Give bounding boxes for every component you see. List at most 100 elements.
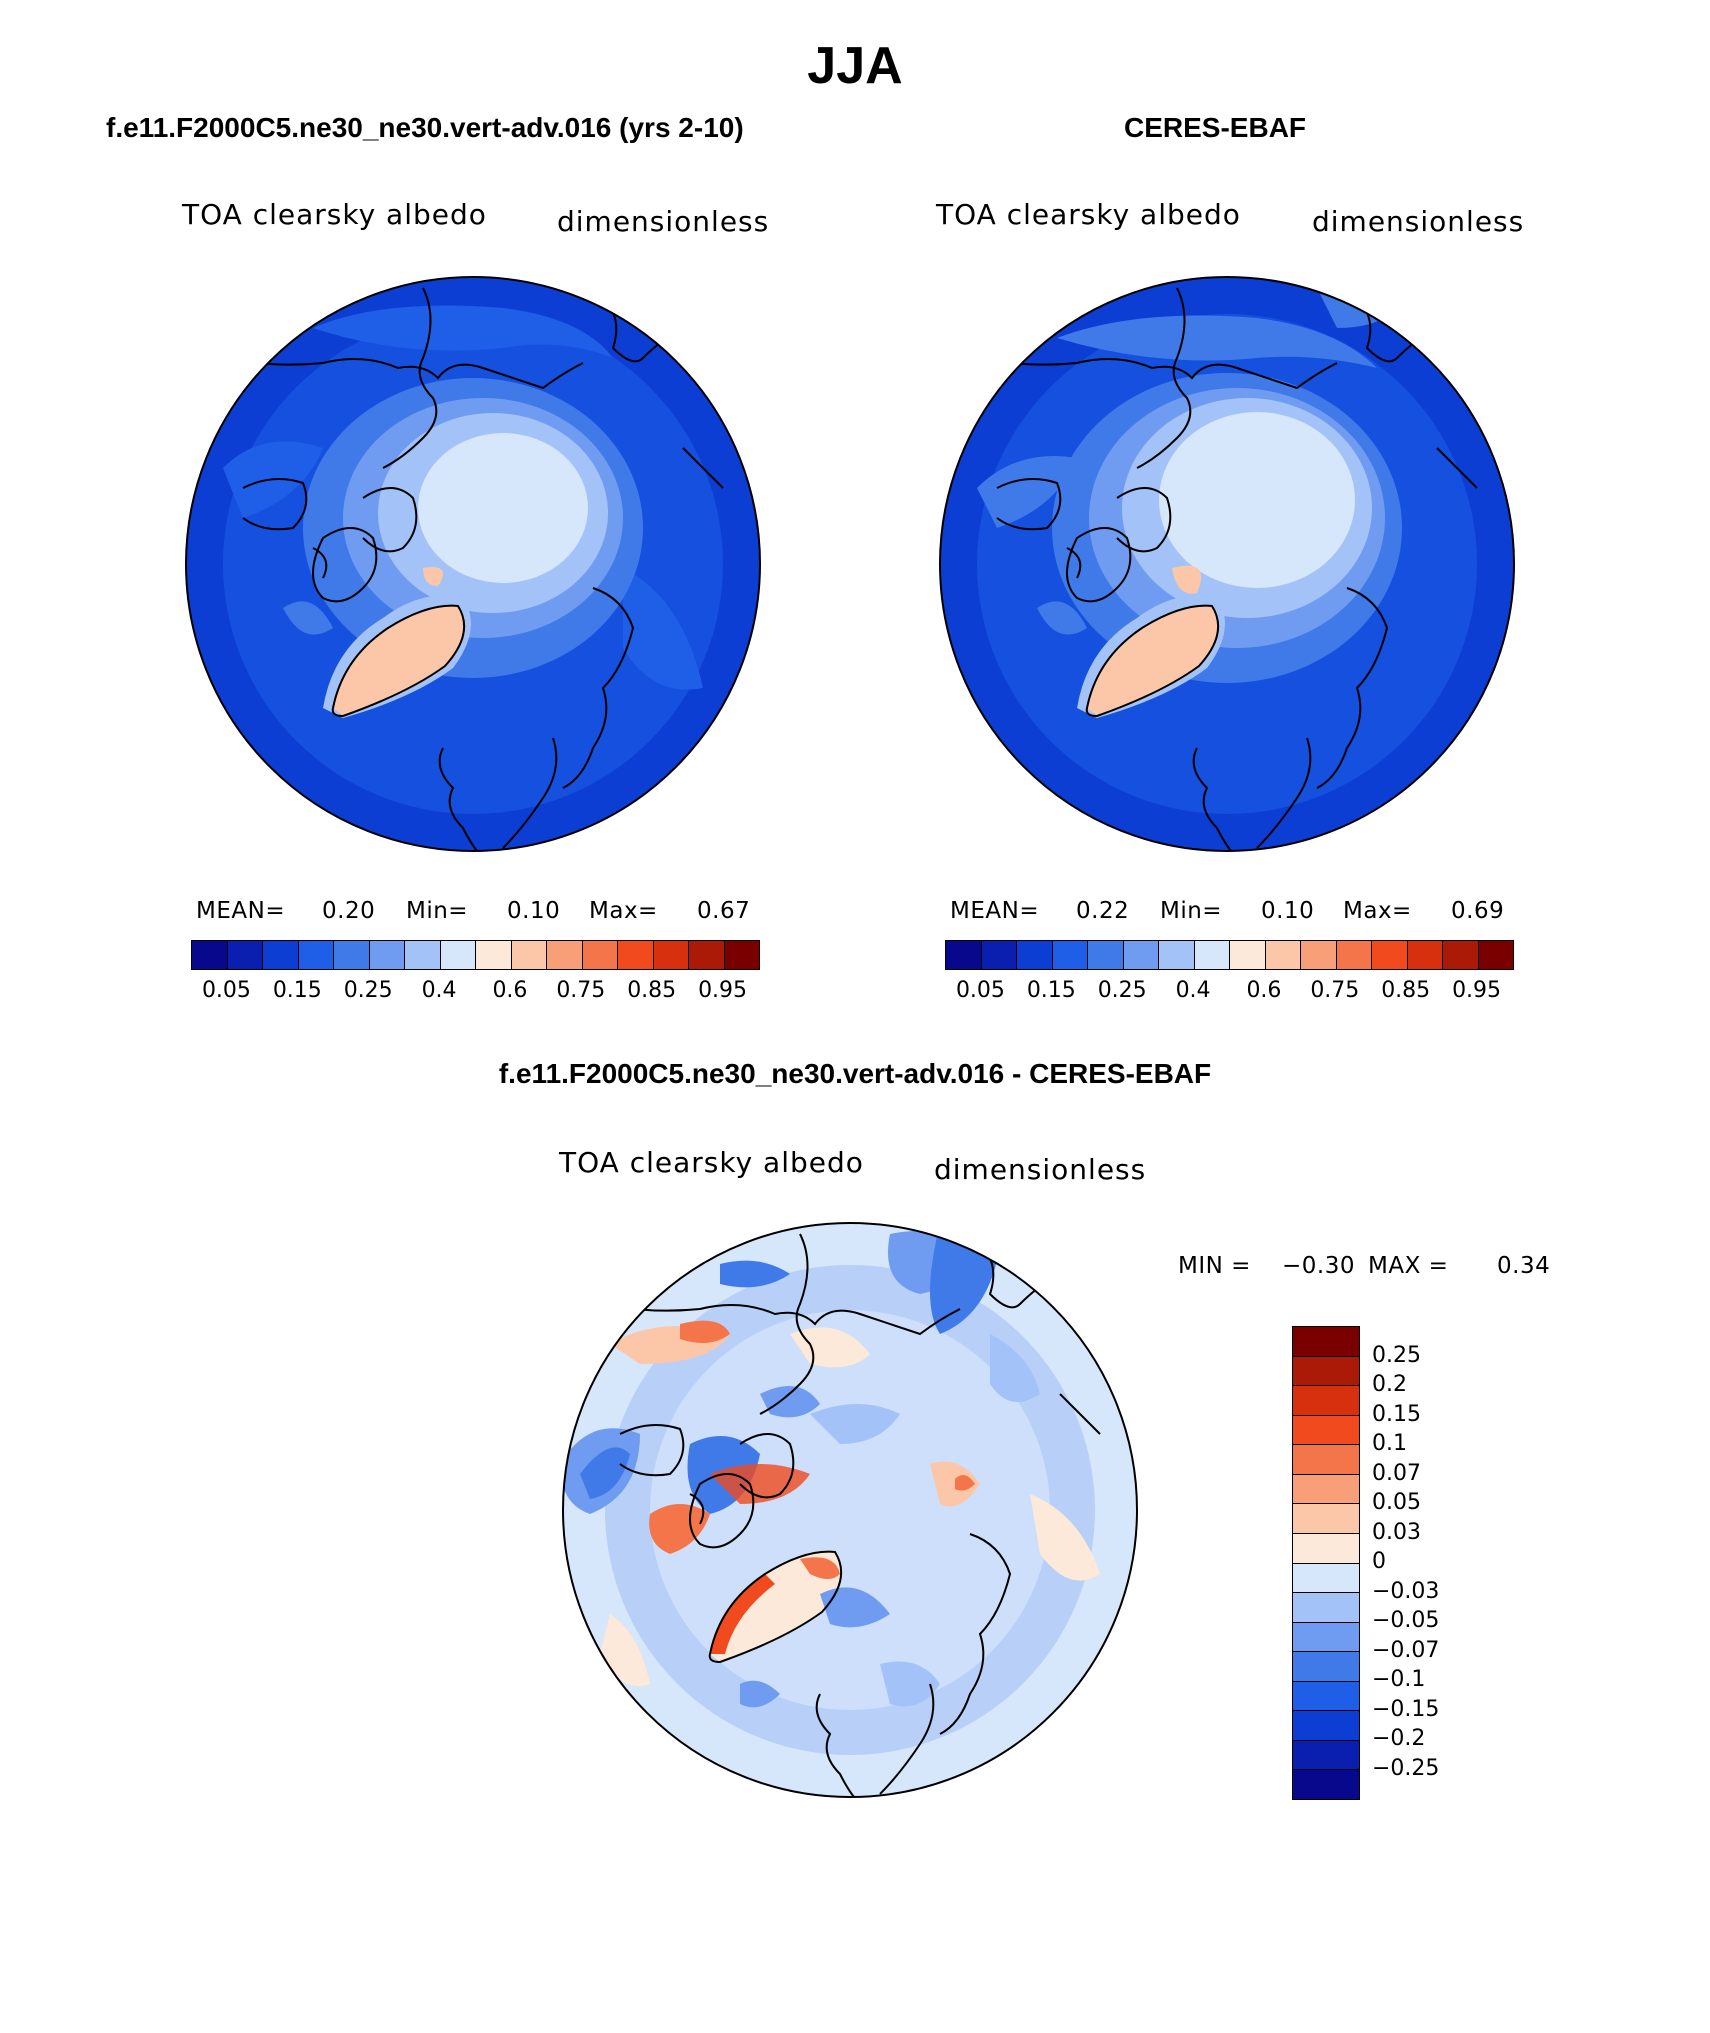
model-max-label: Max= — [589, 898, 658, 924]
obs-colorbar — [945, 940, 1514, 970]
model-colorbar-box — [724, 941, 759, 969]
diff-colorbar-box — [1293, 1711, 1359, 1741]
diff-min-label: MIN = — [1178, 1253, 1251, 1279]
diff-colorbar-tick-label: −0.07 — [1372, 1637, 1440, 1663]
diff-colorbar-box — [1293, 1386, 1359, 1416]
diff-colorbar-tick-label: −0.05 — [1372, 1608, 1440, 1633]
obs-colorbar-tick-label: 0.25 — [1097, 978, 1147, 1003]
diff-colorbar-tick-label: 0.1 — [1372, 1431, 1407, 1456]
obs-min-value: 0.10 — [1261, 898, 1315, 924]
diff-min-value: −0.30 — [1282, 1253, 1355, 1279]
obs-colorbar-tick-label: 0.75 — [1310, 978, 1360, 1003]
obs-units-label: dimensionless — [1312, 205, 1525, 238]
model-min-label: Min= — [406, 898, 469, 924]
model-mean-label: MEAN= — [196, 898, 286, 924]
model-colorbar-box — [227, 941, 263, 969]
model-colorbar — [191, 940, 760, 970]
diff-colorbar-tick-label: −0.2 — [1372, 1726, 1426, 1751]
obs-colorbar-box — [1052, 941, 1088, 969]
diff-colorbar-box — [1293, 1622, 1359, 1653]
obs-max-value: 0.69 — [1451, 898, 1505, 924]
diff-max-label: MAX = — [1368, 1253, 1449, 1279]
obs-colorbar-box — [1088, 941, 1124, 969]
diff-colorbar-tick-label: 0.05 — [1372, 1490, 1421, 1515]
obs-colorbar-box — [1230, 941, 1266, 969]
diff-colorbar-box — [1293, 1474, 1359, 1505]
model-polar-map — [185, 276, 761, 852]
model-colorbar-tick-label: 0.25 — [343, 978, 393, 1003]
diff-colorbar-tick-label: 0 — [1372, 1549, 1386, 1574]
model-colorbar-box — [334, 941, 370, 969]
obs-colorbar-tick-label: 0.95 — [1452, 978, 1502, 1003]
obs-colorbar-box — [1372, 941, 1408, 969]
diff-colorbar-box — [1293, 1652, 1359, 1682]
diff-colorbar-tick-label: −0.1 — [1372, 1667, 1426, 1692]
obs-colorbar-box — [1478, 941, 1513, 969]
obs-max-label: Max= — [1343, 898, 1412, 924]
model-max-value: 0.67 — [697, 898, 751, 924]
obs-colorbar-box — [1407, 941, 1443, 969]
obs-mean-value: 0.22 — [1076, 898, 1130, 924]
diff-variable-label: TOA clearsky albedo — [559, 1146, 864, 1179]
diff-colorbar-box — [1293, 1681, 1359, 1712]
obs-colorbar-tick-label: 0.05 — [955, 978, 1005, 1003]
diff-colorbar-tick-label: −0.25 — [1372, 1755, 1440, 1781]
diff-colorbar-box — [1293, 1593, 1359, 1623]
diff-colorbar-box — [1293, 1770, 1359, 1799]
model-colorbar-box — [298, 941, 334, 969]
obs-colorbar-tick-label: 0.4 — [1175, 978, 1211, 1003]
model-min-value: 0.10 — [507, 898, 561, 924]
model-colorbar-box — [689, 941, 725, 969]
season-title: JJA — [807, 37, 903, 95]
diff-colorbar-box — [1293, 1533, 1359, 1564]
diff-colorbar-box — [1293, 1504, 1359, 1534]
model-colorbar-box — [582, 941, 618, 969]
model-colorbar-box — [405, 941, 441, 969]
model-colorbar-tick-label: 0.15 — [272, 978, 322, 1003]
diff-colorbar-box — [1293, 1415, 1359, 1446]
diff-colorbar — [1292, 1326, 1360, 1800]
model-colorbar-tick-label: 0.95 — [698, 978, 748, 1003]
obs-colorbar-box — [1159, 941, 1195, 969]
model-variable-label: TOA clearsky albedo — [182, 198, 487, 231]
model-colorbar-box — [440, 941, 476, 969]
model-colorbar-tick-label: 0.75 — [556, 978, 606, 1003]
diff-colorbar-tick-label: 0.15 — [1372, 1401, 1421, 1427]
obs-colorbar-box — [1123, 941, 1159, 969]
obs-colorbar-box — [946, 941, 982, 969]
model-colorbar-box — [547, 941, 583, 969]
diff-colorbar-box — [1293, 1445, 1359, 1475]
diff-colorbar-box — [1293, 1356, 1359, 1387]
obs-colorbar-box — [1301, 941, 1337, 969]
obs-polar-map — [939, 276, 1515, 852]
model-colorbar-box — [192, 941, 228, 969]
obs-panel-title: CERES-EBAF — [1124, 112, 1307, 143]
obs-colorbar-box — [981, 941, 1017, 969]
obs-variable-label: TOA clearsky albedo — [936, 198, 1241, 231]
model-colorbar-tick-label: 0.85 — [627, 978, 677, 1003]
model-mean-value: 0.20 — [322, 898, 376, 924]
obs-colorbar-box — [1265, 941, 1301, 969]
obs-min-label: Min= — [1160, 898, 1223, 924]
obs-colorbar-box — [1017, 941, 1053, 969]
diff-units-label: dimensionless — [934, 1153, 1147, 1186]
diff-colorbar-tick-label: 0.07 — [1372, 1460, 1421, 1486]
diff-colorbar-tick-label: 0.03 — [1372, 1519, 1421, 1545]
model-units-label: dimensionless — [557, 205, 770, 238]
obs-colorbar-tick-label: 0.85 — [1381, 978, 1431, 1003]
model-colorbar-box — [476, 941, 512, 969]
diff-colorbar-tick-label: 0.2 — [1372, 1372, 1407, 1397]
model-colorbar-tick-label: 0.4 — [421, 978, 457, 1003]
model-colorbar-box — [263, 941, 299, 969]
model-colorbar-box — [653, 941, 689, 969]
diff-colorbar-box — [1293, 1740, 1359, 1771]
obs-colorbar-tick-label: 0.6 — [1246, 978, 1282, 1003]
diff-colorbar-tick-label: −0.03 — [1372, 1578, 1440, 1604]
obs-colorbar-tick-label: 0.15 — [1026, 978, 1076, 1003]
diff-max-value: 0.34 — [1497, 1253, 1551, 1279]
model-colorbar-tick-label: 0.6 — [492, 978, 528, 1003]
model-colorbar-box — [511, 941, 547, 969]
obs-colorbar-box — [1336, 941, 1372, 969]
diff-colorbar-box — [1293, 1563, 1359, 1594]
obs-colorbar-box — [1443, 941, 1479, 969]
